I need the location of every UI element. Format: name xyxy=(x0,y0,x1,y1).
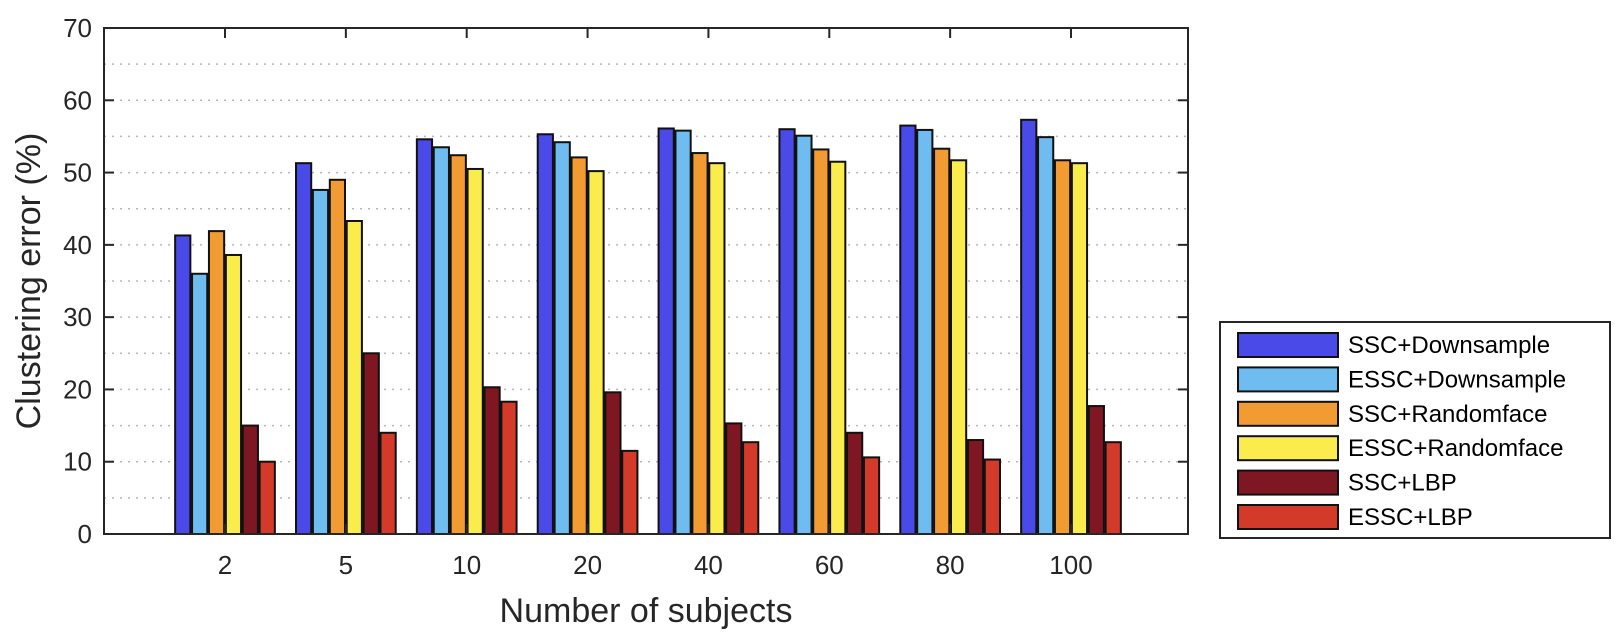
bar-essc-downsample-100 xyxy=(1037,136,1055,535)
bar-ssc-lbp-40 xyxy=(725,422,743,536)
bar-ssc-randomface-40 xyxy=(691,152,709,535)
plot-area-frame xyxy=(103,27,1189,535)
y-tick-label: 50 xyxy=(63,158,92,188)
bar-essc-lbp-100 xyxy=(1104,441,1122,535)
bar-essc-randomface-2 xyxy=(224,253,243,535)
legend-label: ESSC+Downsample xyxy=(1348,366,1566,393)
bar-essc-randomface-5 xyxy=(345,220,363,535)
legend-label: SSC+Downsample xyxy=(1348,332,1550,359)
bar-ssc-downsample-2 xyxy=(174,234,192,536)
bar-essc-lbp-80 xyxy=(983,458,1001,535)
x-tick-label: 60 xyxy=(815,550,844,580)
bar-ssc-downsample-100 xyxy=(1020,118,1038,535)
bar-essc-lbp-60 xyxy=(862,456,881,535)
bar-essc-downsample-80 xyxy=(916,128,934,535)
legend-swatch xyxy=(1237,400,1339,427)
bar-ssc-downsample-5 xyxy=(295,162,313,535)
bar-essc-randomface-80 xyxy=(949,159,968,535)
bar-essc-randomface-20 xyxy=(587,170,605,536)
x-tick-label: 10 xyxy=(452,550,481,580)
bar-essc-lbp-20 xyxy=(621,449,639,535)
legend-swatch xyxy=(1237,332,1339,358)
y-tick-label: 30 xyxy=(63,302,92,332)
y-tick-label: 40 xyxy=(63,230,92,260)
legend-label: ESSC+Randomface xyxy=(1348,435,1563,462)
bar-essc-downsample-40 xyxy=(674,129,692,535)
bar-essc-lbp-10 xyxy=(500,400,518,535)
bar-essc-randomface-10 xyxy=(466,167,484,535)
bar-ssc-downsample-20 xyxy=(536,133,554,535)
legend-swatch xyxy=(1237,469,1339,496)
bar-ssc-randomface-2 xyxy=(207,230,226,535)
y-tick-label: 20 xyxy=(63,374,92,404)
y-axis-title: Clustering error (%) xyxy=(10,133,48,430)
bar-essc-randomface-100 xyxy=(1070,162,1089,535)
y-tick-label: 70 xyxy=(63,13,92,43)
bar-ssc-downsample-10 xyxy=(415,138,434,535)
legend-swatch xyxy=(1237,504,1339,530)
x-tick-label: 40 xyxy=(694,550,723,580)
y-tick-label: 60 xyxy=(63,85,92,115)
x-tick-label: 20 xyxy=(573,550,602,580)
bar-ssc-randomface-5 xyxy=(328,178,347,536)
bar-ssc-downsample-60 xyxy=(778,128,796,535)
legend-label: SSC+LBP xyxy=(1348,470,1457,497)
bar-ssc-randomface-60 xyxy=(812,148,830,535)
bar-ssc-downsample-80 xyxy=(899,124,917,535)
y-tick-label: 10 xyxy=(63,447,92,477)
x-tick-label: 80 xyxy=(936,550,965,580)
bar-ssc-lbp-60 xyxy=(846,431,864,535)
bar-essc-downsample-2 xyxy=(191,272,209,535)
legend: SSC+Downsample ESSC+Downsample SSC+Randomf… xyxy=(1219,321,1611,539)
bar-essc-downsample-20 xyxy=(553,141,571,535)
legend-swatch xyxy=(1237,435,1339,462)
x-tick-label: 5 xyxy=(339,550,353,580)
bar-ssc-lbp-20 xyxy=(604,391,622,535)
bar-essc-randomface-40 xyxy=(708,162,726,535)
bar-ssc-lbp-100 xyxy=(1087,405,1105,536)
bar-essc-lbp-5 xyxy=(379,431,397,535)
legend-label: ESSC+LBP xyxy=(1348,504,1473,531)
bar-ssc-lbp-2 xyxy=(241,424,259,536)
bar-essc-downsample-5 xyxy=(311,188,330,535)
x-axis-ticks: 2 5 10 20 40 60 80 100 xyxy=(218,28,1093,580)
bar-essc-lbp-2 xyxy=(258,460,276,536)
bar-essc-lbp-40 xyxy=(742,441,760,535)
x-tick-label: 100 xyxy=(1049,550,1092,580)
bar-ssc-randomface-80 xyxy=(933,147,951,536)
bar-ssc-lbp-10 xyxy=(483,386,501,536)
bar-essc-randomface-60 xyxy=(829,160,847,535)
bar-essc-downsample-10 xyxy=(432,146,450,535)
bar-ssc-randomface-100 xyxy=(1053,159,1072,535)
legend-swatch xyxy=(1237,366,1339,393)
y-tick-label: 0 xyxy=(78,519,92,549)
bar-ssc-lbp-80 xyxy=(966,439,985,535)
legend-label: SSC+Randomface xyxy=(1348,401,1547,428)
bars xyxy=(174,118,1122,536)
x-tick-label: 2 xyxy=(218,550,232,580)
x-axis-title: Number of subjects xyxy=(500,592,793,630)
bar-ssc-lbp-5 xyxy=(362,352,380,535)
bar-ssc-randomface-10 xyxy=(449,154,467,535)
bar-ssc-downsample-40 xyxy=(657,127,675,535)
bar-essc-downsample-60 xyxy=(795,134,813,535)
bar-ssc-randomface-20 xyxy=(570,156,588,536)
y-axis-ticks: 0 10 20 30 40 50 60 70 xyxy=(63,13,1188,549)
